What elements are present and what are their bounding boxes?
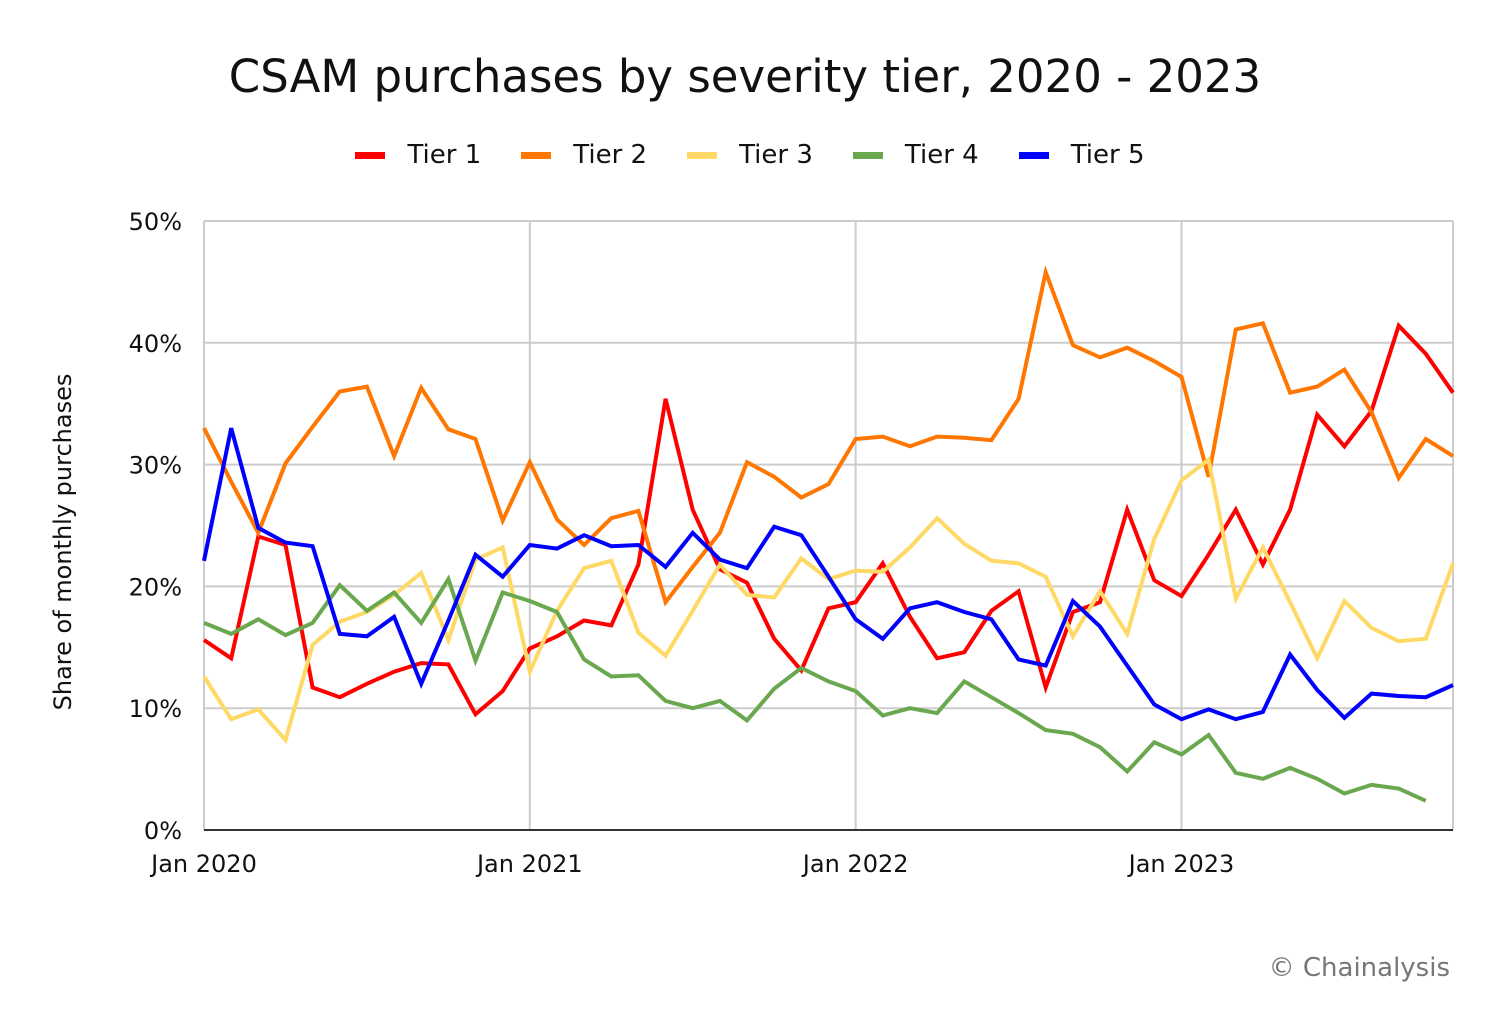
legend-item-tier-1: Tier 1 bbox=[355, 140, 481, 170]
legend-item-tier-2: Tier 2 bbox=[521, 140, 647, 170]
legend-swatch bbox=[521, 151, 552, 159]
series-line-tier-3 bbox=[202, 456, 1455, 744]
x-tick-label: Jan 2023 bbox=[1127, 850, 1235, 878]
legend-swatch bbox=[852, 151, 883, 159]
legend-swatch bbox=[1018, 151, 1049, 159]
legend-item-tier-3: Tier 3 bbox=[687, 140, 813, 170]
y-tick-label: 30% bbox=[129, 452, 182, 480]
x-tick-label: Jan 2022 bbox=[801, 850, 909, 878]
y-axis-title: Share of monthly purchases bbox=[49, 373, 77, 711]
y-tick-label: 20% bbox=[129, 573, 182, 601]
y-tick-label: 10% bbox=[129, 695, 182, 723]
x-tick-label: Jan 2020 bbox=[149, 850, 257, 878]
legend-label: Tier 2 bbox=[573, 140, 648, 170]
x-tick-label: Jan 2021 bbox=[475, 850, 583, 878]
y-tick-label: 50% bbox=[129, 208, 182, 236]
legend-item-tier-4: Tier 4 bbox=[852, 140, 979, 170]
y-tick-label: 0% bbox=[144, 817, 182, 845]
legend-label: Tier 1 bbox=[407, 140, 482, 170]
y-tick-label: 40% bbox=[129, 330, 182, 358]
credit-text: © Chainalysis bbox=[1268, 953, 1450, 983]
series-line-tier-1 bbox=[202, 321, 1455, 718]
legend: Tier 1 Tier 2 Tier 3 Tier 4 Tier 5 bbox=[0, 140, 1500, 170]
legend-label: Tier 4 bbox=[904, 140, 979, 170]
legend-swatch bbox=[687, 151, 718, 159]
legend-swatch bbox=[355, 151, 386, 159]
series-line-tier-5 bbox=[202, 427, 1454, 722]
legend-label: Tier 3 bbox=[739, 140, 813, 170]
series-line-tier-4 bbox=[203, 574, 1427, 803]
legend-label: Tier 5 bbox=[1070, 140, 1145, 170]
legend-item-tier-5: Tier 5 bbox=[1018, 140, 1145, 170]
chart-title: CSAM purchases by severity tier, 2020 - … bbox=[228, 50, 1262, 103]
